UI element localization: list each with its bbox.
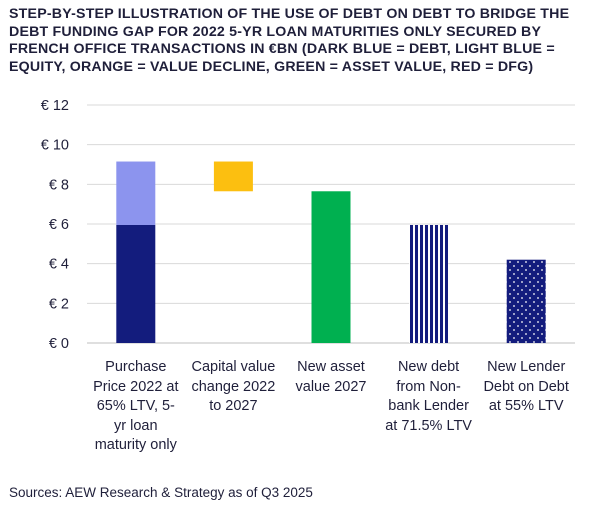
x-tick-label: New debt from Non-bank Lender at 71.5% LTV <box>377 358 481 436</box>
x-tick-label: Purchase Price 2022 at 65% LTV, 5- yr loan m… <box>84 358 188 456</box>
y-tick-label: € 12 <box>41 98 69 114</box>
x-tick-label: New Lender Debt on Debt at 55% LTV <box>474 358 578 417</box>
x-tick-label-line: from Non- <box>396 378 461 395</box>
x-tick-label-line: at 55% LTV <box>488 398 564 414</box>
x-tick-label-line: maturity only <box>94 437 177 453</box>
bar-segment-debt <box>506 259 546 343</box>
x-tick-label-line: Price 2022 at <box>93 378 179 395</box>
x-tick-label-line: at 71.5% LTV <box>385 417 472 434</box>
x-tick-label-line: New asset <box>297 359 365 375</box>
x-tick-label-line: New debt <box>397 359 460 375</box>
x-tick-label-line: value 2027 <box>295 378 367 395</box>
x-tick-label-line: change 2022 <box>191 378 276 395</box>
y-tick-label: € 2 <box>49 296 69 312</box>
y-axis-ticks: € 0 € 2 € 4 € 6 € 8 € 10 € 12 <box>41 98 69 352</box>
bar-segment-asset-value <box>311 191 351 343</box>
y-tick-label: € 0 <box>49 336 69 352</box>
y-tick-label: € 10 <box>41 138 69 154</box>
y-tick-label: € 8 <box>49 177 69 193</box>
x-tick-label-line: New Lender <box>487 359 566 375</box>
x-tick-label: New asset value 2027 <box>279 358 383 397</box>
bars <box>116 161 546 343</box>
x-tick-label-line: to 2027 <box>209 398 258 414</box>
bar-segment-debt <box>409 224 449 343</box>
x-tick-label: Capital value change 2022 to 2027 <box>181 358 285 417</box>
waterfall-bar-chart: € 0 € 2 € 4 € 6 € 8 € 10 € 12 <box>41 98 575 352</box>
bar-segment-debt <box>116 224 156 343</box>
x-tick-label-line: Debt on Debt <box>483 378 569 395</box>
bar-segment-value-decline <box>213 161 253 192</box>
y-tick-label: € 6 <box>49 217 69 233</box>
y-tick-label: € 4 <box>49 257 69 273</box>
chart-title: STEP-BY-STEP ILLUSTRATION OF THE USE OF … <box>9 6 570 75</box>
x-tick-label-line: yr loan <box>114 417 158 434</box>
bar-segment-equity <box>116 161 156 225</box>
x-tick-label-line: Purchase <box>105 359 167 375</box>
source-note: Sources: AEW Research & Strategy as of Q… <box>9 485 313 500</box>
x-tick-label-line: 65% LTV, 5- <box>96 398 175 414</box>
x-tick-label-line: bank Lender <box>388 398 469 414</box>
x-tick-label-line: Capital value <box>191 359 276 375</box>
